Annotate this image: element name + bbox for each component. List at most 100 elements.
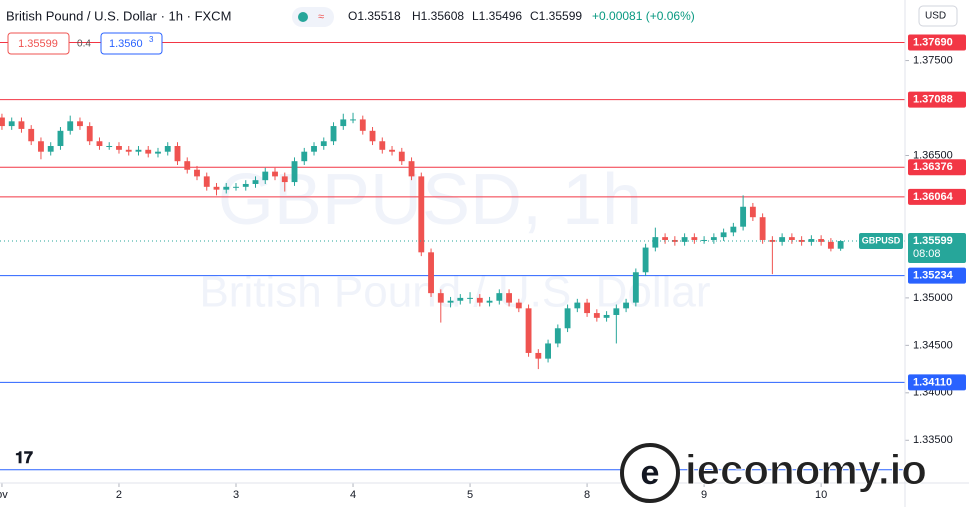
logo: e ieconomy.io	[620, 443, 927, 503]
candle-body	[564, 308, 571, 329]
candle-body	[291, 161, 298, 183]
candle-body	[418, 176, 425, 253]
candle-body	[194, 169, 200, 177]
candle-body	[496, 293, 503, 301]
buy-pip[interactable]: 3	[149, 35, 154, 44]
level-tag	[908, 188, 966, 205]
symbol-tag	[859, 233, 903, 250]
candle-body	[330, 126, 337, 142]
candle-body	[350, 119, 356, 121]
level-label: 1.34110	[913, 376, 952, 388]
candle-body	[320, 141, 327, 147]
candle-body	[535, 352, 542, 359]
buy-price[interactable]: 1.3560	[109, 38, 143, 50]
level-tag	[908, 267, 966, 284]
candle-body	[428, 252, 434, 294]
candle-body	[379, 141, 386, 150]
candle-body	[584, 302, 591, 314]
level-label: 1.37690	[913, 36, 953, 48]
sell-button[interactable]	[7, 32, 70, 55]
currency-select[interactable]	[918, 5, 958, 27]
candle-body	[447, 300, 454, 303]
candle-body	[408, 161, 415, 177]
candle-body	[67, 121, 74, 131]
candle-body	[574, 302, 581, 309]
x-tick-label: 10	[815, 489, 827, 501]
candle-body	[642, 247, 649, 273]
candle-body	[18, 121, 25, 129]
candle-body	[174, 146, 181, 162]
candle-body	[662, 237, 669, 240]
y-tick-label: 1.35000	[913, 292, 953, 304]
y-tick-label: 1.37500	[913, 54, 953, 66]
x-tick-label: 4	[350, 489, 356, 501]
candle-body	[437, 293, 444, 303]
candle-body	[506, 293, 512, 303]
candle-body	[389, 149, 395, 152]
candle-body	[96, 141, 103, 147]
candle-body	[759, 217, 766, 240]
currency[interactable]: USD	[925, 11, 946, 22]
candle-body	[223, 186, 230, 190]
x-tick-label: ov	[0, 489, 8, 501]
candle-body	[730, 226, 737, 233]
candle-body	[788, 237, 795, 240]
level-tag	[908, 159, 966, 176]
candle-body	[184, 161, 191, 170]
candle-body	[623, 302, 630, 309]
ohlc-change: +0.00081 (+0.06%)	[592, 9, 695, 23]
candle-body	[369, 130, 376, 142]
candle-body	[837, 241, 844, 249]
buy-button[interactable]	[100, 32, 163, 55]
candle-body	[233, 186, 239, 188]
candle-body	[311, 146, 317, 152]
last-price-tag	[908, 233, 966, 264]
indicator-toggle[interactable]: ≈	[292, 7, 334, 27]
x-tick-label: 2	[116, 489, 122, 501]
candle-body	[281, 176, 288, 183]
ohlc-open: O1.35518	[348, 9, 401, 23]
candle-body	[145, 149, 152, 154]
candle-body	[525, 308, 532, 353]
candle-body	[671, 239, 678, 242]
candle-body	[691, 237, 698, 240]
level-label: 1.37088	[913, 94, 953, 106]
candle-body	[818, 239, 825, 242]
watermark-symbol: GBPUSD, 1h	[218, 160, 642, 240]
y-tick-label: 1.34500	[913, 339, 953, 351]
candle-body	[340, 119, 347, 127]
candle-body	[0, 117, 5, 127]
candle-body	[47, 146, 54, 152]
candle-body	[603, 314, 610, 318]
candle-body	[710, 237, 717, 240]
candle-body	[467, 297, 473, 299]
candle-body	[106, 146, 113, 148]
candle-body	[740, 206, 747, 227]
ohlc-low: L1.35496	[472, 9, 522, 23]
candle-body	[779, 237, 786, 242]
candle-body	[86, 126, 93, 142]
spread: 0.4	[77, 39, 91, 50]
level-label: 1.36376	[913, 161, 953, 173]
ohlc-high: H1.35608	[412, 9, 464, 23]
candle-body	[77, 121, 83, 127]
candle-body	[701, 239, 708, 241]
candle-body	[545, 343, 551, 359]
candle-body	[808, 239, 815, 242]
candle-body	[38, 141, 44, 152]
candle-body	[749, 206, 756, 218]
logo-text: ieconomy.io	[685, 446, 927, 493]
x-tick-label: 8	[584, 489, 590, 501]
candle-body	[164, 146, 171, 152]
candle-body	[720, 232, 727, 238]
candle-body	[213, 186, 220, 190]
sell-price[interactable]: 1.35599	[18, 38, 58, 50]
level-tag	[908, 91, 966, 108]
candle-body	[359, 119, 366, 131]
level-tag	[908, 34, 966, 51]
candle-body	[681, 237, 688, 242]
candle-body	[613, 308, 620, 315]
candle-body	[457, 297, 464, 301]
candle-body	[486, 300, 493, 303]
